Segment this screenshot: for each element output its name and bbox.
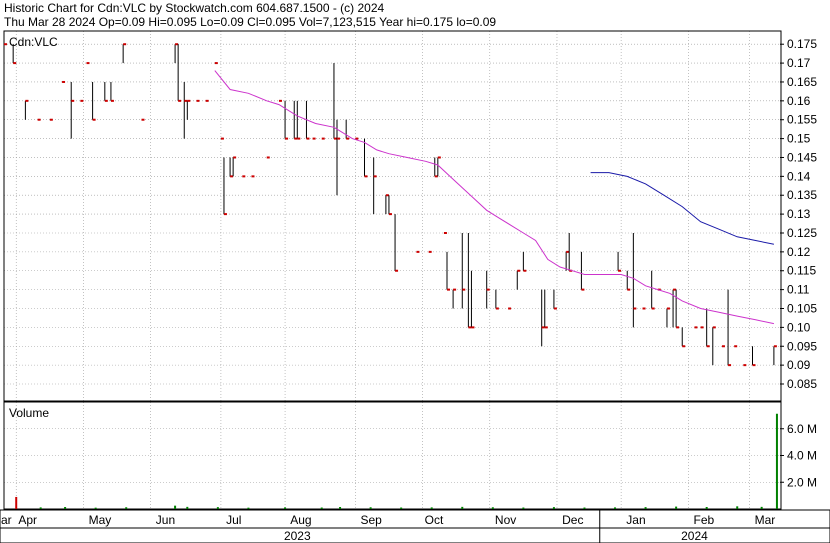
price-y-tick-label: 0.105 <box>787 302 817 316</box>
price-y-tick-label: 0.16 <box>787 94 811 108</box>
price-y-tick-label: 0.10 <box>787 320 811 334</box>
month-label: Oct <box>425 513 444 527</box>
year-axis-frame <box>0 527 830 543</box>
year-label: 2024 <box>681 529 708 543</box>
month-label: Jan <box>626 513 645 527</box>
price-y-axis: 0.175 0.17 0.165 0.16 0.155 0.15 0.145 0.14 0.13… <box>780 37 817 391</box>
month-axis: ar Apr May Jun Jul Aug Sep Oct Nov Dec Jan Feb Mar <box>1 513 775 527</box>
price-y-tick-label: 0.125 <box>787 226 817 240</box>
volume-bars <box>15 413 778 509</box>
price-y-tick-label: 0.17 <box>787 56 811 70</box>
price-y-tick-label: 0.15 <box>787 132 811 146</box>
month-label: ar <box>1 513 12 527</box>
volume-gridlines <box>4 402 780 509</box>
year-axis: 2023 2024 <box>284 529 708 543</box>
price-y-tick-label: 0.13 <box>787 207 811 221</box>
month-label: May <box>89 513 112 527</box>
chart-header-line2: Thu Mar 28 2024 Op=0.09 Hi=0.095 Lo=0.09… <box>4 15 497 29</box>
price-y-tick-label: 0.09 <box>787 358 811 372</box>
month-label: Jul <box>226 513 241 527</box>
month-label: Mar <box>755 513 776 527</box>
price-y-tick-label: 0.115 <box>787 264 816 278</box>
month-label: Feb <box>694 513 715 527</box>
price-y-tick-label: 0.155 <box>787 113 817 127</box>
volume-panel-title: Volume <box>9 406 49 420</box>
volume-y-axis: 2.0 M 4.0 M 6.0 M <box>780 422 817 489</box>
month-label: Jun <box>156 513 175 527</box>
price-bars <box>3 43 777 367</box>
volume-y-tick-label: 2.0 M <box>787 475 817 489</box>
month-label: Nov <box>495 513 516 527</box>
price-y-tick-label: 0.095 <box>787 339 817 353</box>
price-panel-title: Cdn:VLC <box>9 35 58 49</box>
month-label: Apr <box>18 513 37 527</box>
price-y-tick-label: 0.085 <box>787 377 817 391</box>
price-y-tick-label: 0.175 <box>787 37 817 51</box>
chart-header-line1: Historic Chart for Cdn:VLC by Stockwatch… <box>4 1 385 15</box>
month-label: Sep <box>361 513 383 527</box>
price-y-tick-label: 0.11 <box>787 283 810 297</box>
price-y-tick-label: 0.145 <box>787 150 817 164</box>
price-y-tick-label: 0.14 <box>787 169 811 183</box>
moving-average-short-line <box>214 70 775 325</box>
month-label: Aug <box>290 513 311 527</box>
price-panel-frame <box>3 30 782 402</box>
month-label: Dec <box>562 513 583 527</box>
year-label: 2023 <box>284 529 311 543</box>
moving-average-long-line <box>590 172 775 245</box>
price-y-tick-label: 0.135 <box>787 188 817 202</box>
volume-y-tick-label: 6.0 M <box>787 422 817 436</box>
price-gridlines <box>4 31 780 401</box>
price-y-tick-label: 0.165 <box>787 75 817 89</box>
volume-y-tick-label: 4.0 M <box>787 449 817 463</box>
price-y-tick-label: 0.12 <box>787 245 811 259</box>
